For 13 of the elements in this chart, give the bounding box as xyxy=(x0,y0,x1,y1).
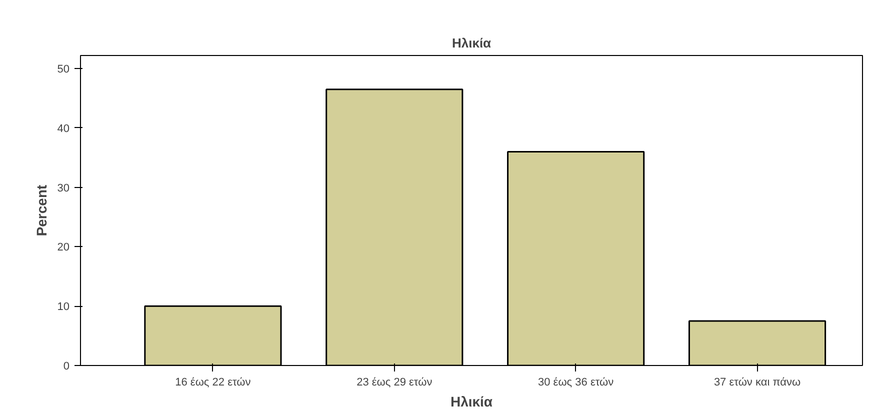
x-axis-title: Ηλικία xyxy=(450,394,493,410)
y-tick-label: 0 xyxy=(63,360,70,372)
x-tick-label: 37 ετών και πάνω xyxy=(714,376,801,388)
y-axis-title: Percent xyxy=(33,184,50,236)
y-tick-label: 50 xyxy=(57,64,70,76)
y-tick-label: 10 xyxy=(57,301,70,314)
y-tick-label: 20 xyxy=(57,242,70,254)
chart-title: Ηλικία xyxy=(452,36,492,50)
x-tick-label: 30 έως 36 ετών xyxy=(538,376,614,388)
y-tick-label: 30 xyxy=(57,182,70,194)
x-tick-label: 16 έως 22 ετών xyxy=(175,376,252,388)
x-tick-label: 23 έως 29 ετών xyxy=(356,376,433,388)
y-tick-label: 40 xyxy=(57,122,70,135)
